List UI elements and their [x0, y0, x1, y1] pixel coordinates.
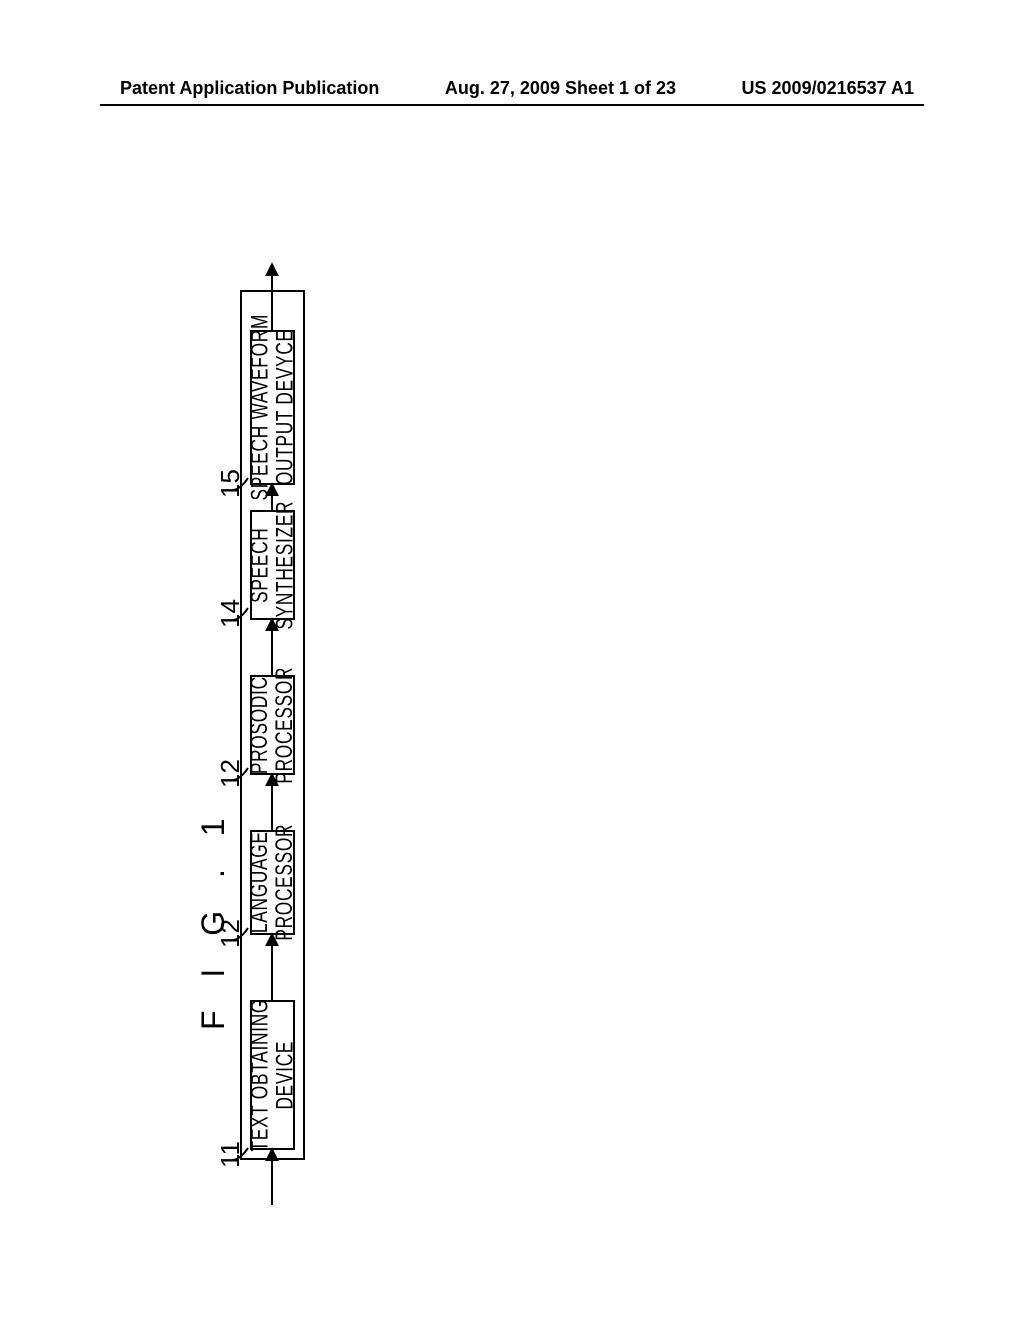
header-rule [100, 104, 924, 106]
ref-label-11: 11 [215, 1141, 246, 1168]
ref-label-12: 12 [215, 919, 246, 948]
header: Patent Application Publication Aug. 27, … [0, 78, 1024, 99]
header-right: US 2009/0216537 A1 [742, 78, 914, 99]
ref-label-15: 15 [215, 469, 246, 498]
page: Patent Application Publication Aug. 27, … [0, 0, 1024, 1320]
svg-overlay [0, 130, 1024, 1250]
ref-label-13: 12 [215, 759, 246, 788]
ref-label-14: 14 [215, 599, 246, 628]
header-center: Aug. 27, 2009 Sheet 1 of 23 [445, 78, 676, 99]
header-left: Patent Application Publication [120, 78, 379, 99]
diagram-area: F I G . 1 TEXT OBTAINING DEVICELANGUAGE … [0, 130, 1024, 1250]
